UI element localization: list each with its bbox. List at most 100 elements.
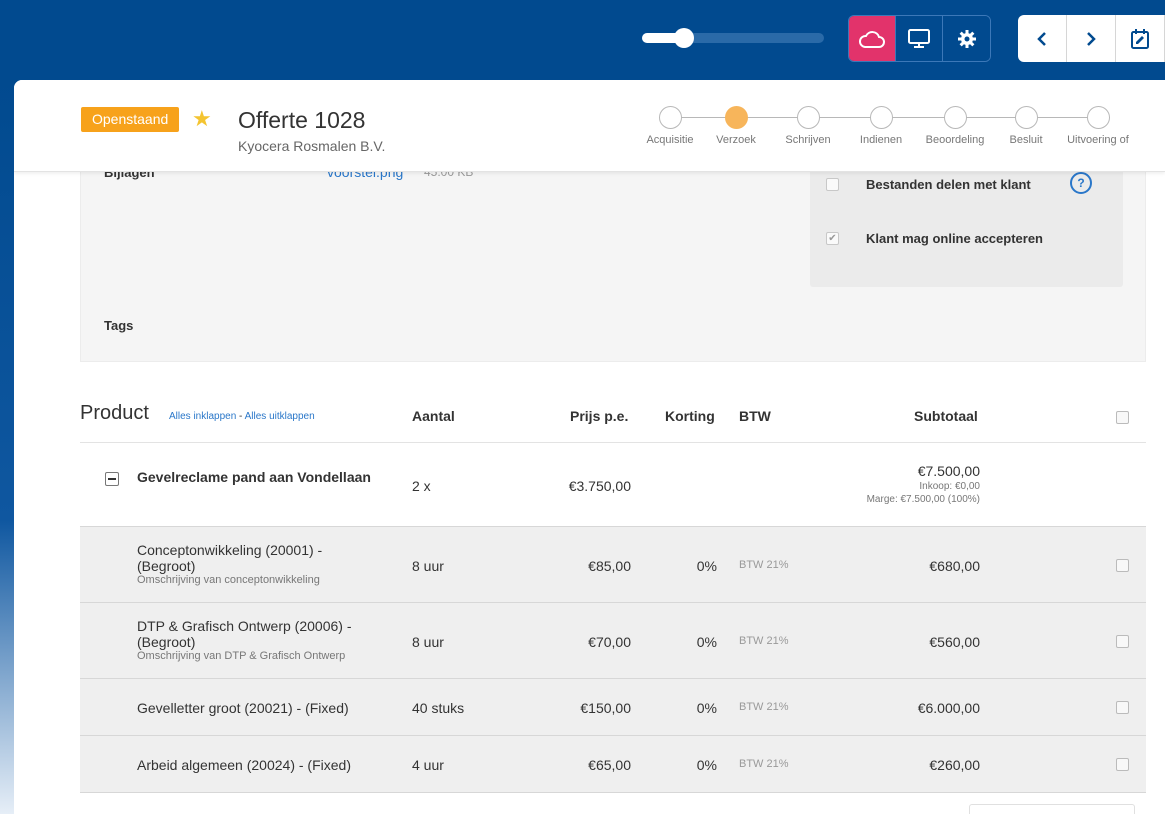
page-title: Offerte 1028: [238, 107, 366, 133]
top-bar: [0, 0, 1165, 80]
select-all-checkbox[interactable]: [1116, 411, 1129, 424]
group-subtotal: €7.500,00: [917, 463, 980, 479]
row-checkbox[interactable]: [1116, 635, 1129, 648]
table-row[interactable]: Conceptonwikkeling (20001) - (Begroot) O…: [80, 526, 1146, 602]
step-dot: [1014, 106, 1038, 129]
group-purchase: Inkoop: €0,00: [919, 481, 980, 492]
step-dot: [1086, 106, 1110, 129]
customer-name[interactable]: Kyocera Rosmalen B.V.: [238, 138, 386, 154]
group-margin: Marge: €7.500,00 (100%): [866, 494, 980, 505]
step-label: Indienen: [859, 134, 903, 146]
step-verzoek[interactable]: Verzoek: [691, 106, 781, 146]
table-row[interactable]: Gevelletter groot (20021) - (Fixed) 40 s…: [80, 678, 1146, 735]
product-table-header: Product Alles inklappen - Alles uitklapp…: [80, 390, 1146, 443]
share-files-option[interactable]: Bestanden delen met klant: [826, 177, 1031, 192]
item-name: Arbeid algemeen (20024) - (Fixed): [137, 757, 351, 773]
item-discount: 0%: [696, 757, 717, 773]
item-discount: 0%: [696, 634, 717, 650]
step-uitvoering[interactable]: Uitvoering of: [1053, 106, 1143, 146]
column-header-price: Prijs p.e.: [570, 408, 629, 424]
tags-label: Tags: [104, 318, 134, 333]
item-name: Conceptonwikkeling (20001) -: [137, 542, 323, 558]
desktop-view-button[interactable]: [896, 16, 943, 61]
item-price: €85,00: [588, 558, 631, 574]
step-indienen[interactable]: Indienen: [836, 106, 926, 146]
step-label: Acquisitie: [646, 134, 694, 146]
add-product-button[interactable]: [969, 804, 1135, 814]
item-vat: BTW 21%: [739, 559, 789, 571]
calendar-button[interactable]: [1116, 15, 1165, 62]
item-name: DTP & Grafisch Ontwerp (20006) -: [137, 618, 352, 634]
table-row[interactable]: DTP & Grafisch Ontwerp (20006) - (Begroo…: [80, 602, 1146, 678]
item-note: Omschrijving van conceptonwikkeling: [137, 574, 320, 586]
item-description: Conceptonwikkeling (20001) - (Begroot) O…: [137, 542, 322, 586]
main-card: Openstaand ★ Offerte 1028 Kyocera Rosmal…: [14, 80, 1165, 814]
item-subtotal: €560,00: [929, 634, 980, 650]
item-quantity: 4 uur: [412, 757, 444, 773]
column-header-discount: Korting: [665, 408, 715, 424]
progress-steps: Acquisitie Verzoek Schrijven Indienen Be…: [622, 106, 1162, 156]
item-name: Gevelletter groot (20021) - (Fixed): [137, 700, 349, 716]
star-icon[interactable]: ★: [192, 106, 212, 131]
record-navigation: [1018, 15, 1165, 62]
item-discount: 0%: [696, 700, 717, 716]
collapse-links: Alles inklappen - Alles uitklappen: [169, 411, 315, 422]
item-quantity: 8 uur: [412, 558, 444, 574]
row-checkbox[interactable]: [1116, 758, 1129, 771]
step-dot: [796, 106, 820, 129]
help-icon[interactable]: ?: [1070, 172, 1092, 194]
step-acquisitie[interactable]: Acquisitie: [625, 106, 715, 146]
item-subtotal: €680,00: [929, 558, 980, 574]
next-button[interactable]: [1067, 15, 1116, 62]
previous-button[interactable]: [1018, 15, 1067, 62]
settings-button[interactable]: [943, 16, 990, 61]
zoom-slider[interactable]: [642, 28, 824, 48]
table-row[interactable]: Arbeid algemeen (20024) - (Fixed) 4 uur …: [80, 735, 1146, 793]
step-label: Uitvoering of: [1067, 134, 1129, 146]
column-header-subtotal: Subtotaal: [914, 408, 978, 424]
item-note: Omschrijving van DTP & Grafisch Ontwerp: [137, 650, 346, 662]
column-header-quantity: Aantal: [412, 408, 455, 424]
online-accept-option[interactable]: ✔ Klant mag online accepteren: [826, 231, 1043, 246]
share-files-checkbox[interactable]: [826, 178, 839, 191]
item-vat: BTW 21%: [739, 701, 789, 713]
step-dot: [943, 106, 967, 129]
row-checkbox[interactable]: [1116, 559, 1129, 572]
item-discount: 0%: [696, 558, 717, 574]
expand-all-link[interactable]: Alles uitklappen: [244, 411, 315, 422]
chevron-left-icon: [1037, 31, 1046, 46]
online-accept-checkbox[interactable]: ✔: [826, 232, 839, 245]
gear-icon: [957, 29, 976, 48]
step-dot: [869, 106, 893, 129]
sharing-options: Bestanden delen met klant ? ✔ Klant mag …: [810, 172, 1123, 287]
details-panel: Bijlagen voorstel.png 45.00 KB Tags Best…: [80, 164, 1146, 362]
step-label: Besluit: [1009, 134, 1043, 146]
zoom-slider-fill: [642, 33, 683, 43]
collapse-icon[interactable]: [105, 472, 119, 486]
product-group-row: Gevelreclame pand aan Vondellaan 2 x €3.…: [80, 443, 1146, 526]
item-subtotal: €6.000,00: [917, 700, 980, 716]
share-files-label: Bestanden delen met klant: [866, 177, 1031, 192]
monitor-icon: [908, 28, 930, 48]
item-quantity: 40 stuks: [412, 700, 465, 716]
step-dot: [658, 106, 682, 129]
view-mode-group: [848, 15, 991, 62]
calendar-edit-icon: [1131, 28, 1149, 49]
group-price: €3.750,00: [568, 478, 631, 494]
status-badge[interactable]: Openstaand: [81, 107, 180, 132]
step-label: Verzoek: [716, 134, 756, 146]
step-schrijven[interactable]: Schrijven: [763, 106, 853, 146]
group-name[interactable]: Gevelreclame pand aan Vondellaan: [137, 469, 371, 485]
online-accept-label: Klant mag online accepteren: [866, 231, 1043, 246]
item-name-suffix: (Begroot): [137, 634, 196, 650]
zoom-slider-handle[interactable]: [674, 28, 695, 48]
collapse-all-link[interactable]: Alles inklappen: [169, 411, 237, 422]
row-checkbox[interactable]: [1116, 701, 1129, 714]
group-quantity: 2 x: [412, 478, 431, 494]
link-separator: -: [239, 411, 243, 422]
item-vat: BTW 21%: [739, 758, 789, 770]
step-besluit[interactable]: Besluit: [981, 106, 1071, 146]
step-beoordeling[interactable]: Beoordeling: [910, 106, 1000, 146]
cloud-view-button[interactable]: [849, 16, 896, 61]
item-price: €150,00: [580, 700, 631, 716]
